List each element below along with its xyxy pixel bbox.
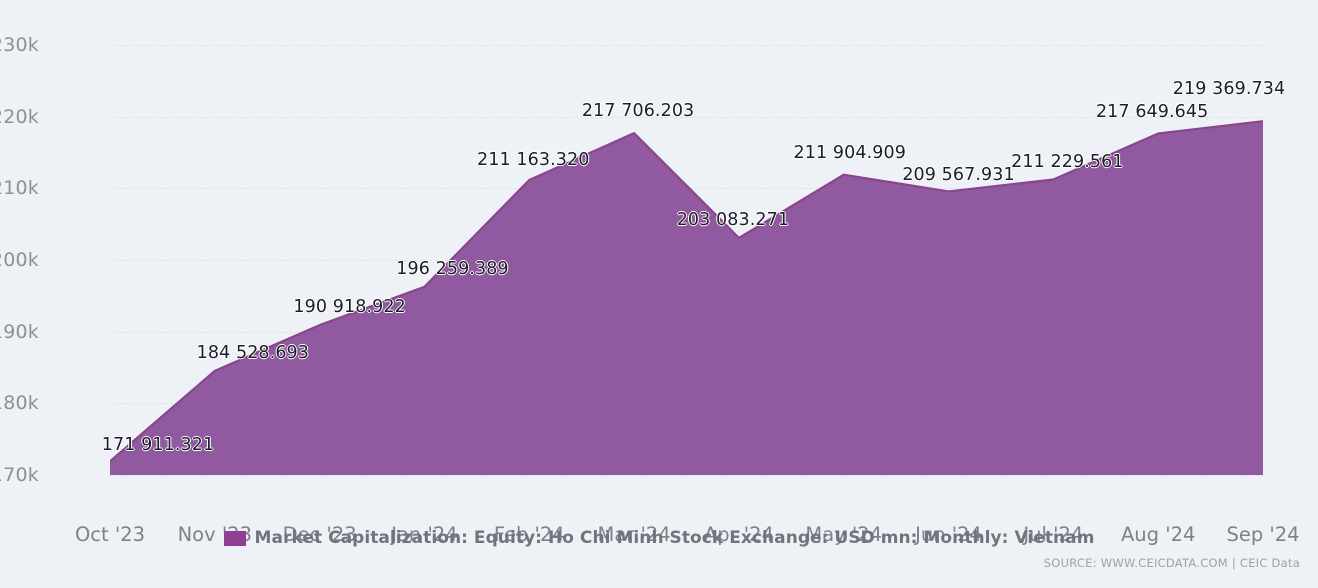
y-axis-tick-label: 210k bbox=[0, 177, 39, 200]
data-point-label: 196 259.389 bbox=[396, 258, 509, 279]
legend-swatch-icon bbox=[223, 530, 246, 546]
x-axis-tick-label: Jun '24 bbox=[915, 523, 982, 546]
data-point-label: 203 083.271 bbox=[676, 209, 790, 230]
data-point-label: 190 918.922 bbox=[293, 297, 406, 318]
x-axis-tick-label: Mar '24 bbox=[597, 523, 671, 546]
source-attribution: SOURCE: WWW.CEICDATA.COM | CEIC Data bbox=[1043, 556, 1300, 570]
x-axis-tick-label: Aug '24 bbox=[1120, 523, 1196, 546]
gridline bbox=[110, 475, 1263, 476]
gridline bbox=[110, 45, 1263, 46]
data-point-label: 217 649.645 bbox=[1095, 101, 1209, 122]
x-axis-tick-label: Feb '24 bbox=[493, 523, 565, 546]
data-point-label: 211 904.909 bbox=[793, 142, 906, 163]
data-point-label: 211 163.320 bbox=[477, 149, 590, 170]
area-series bbox=[110, 120, 1263, 475]
data-point-label: 171 911.321 bbox=[101, 435, 215, 456]
gridline bbox=[110, 116, 1263, 118]
data-point-label: 219 369.734 bbox=[1172, 79, 1286, 100]
x-axis-tick-label: Jul '24 bbox=[1023, 523, 1084, 546]
data-point-label: 209 567.931 bbox=[902, 165, 1015, 186]
data-point-label: 217 706.203 bbox=[581, 101, 695, 122]
x-axis-tick-label: Oct '23 bbox=[74, 523, 146, 546]
y-axis-tick-label: 200k bbox=[0, 249, 39, 271]
y-axis-tick-label: 190k bbox=[0, 320, 39, 343]
area-fill bbox=[110, 121, 1263, 475]
legend[interactable]: Market Capitalization: Equity: Ho Chi Mi… bbox=[0, 528, 1318, 548]
x-axis-tick-label: May '24 bbox=[805, 523, 883, 546]
area-stroke-line bbox=[110, 120, 1263, 463]
x-axis-tick-label: Sep '24 bbox=[1226, 523, 1300, 546]
y-axis-tick-label: 170k bbox=[0, 464, 39, 486]
data-point-label: 184 528.693 bbox=[196, 342, 310, 363]
x-axis-tick-label: Apr '24 bbox=[703, 523, 774, 546]
y-axis-tick-label: 230k bbox=[0, 34, 39, 56]
legend-item-label: Market Capitalization: Equity: Ho Chi Mi… bbox=[254, 528, 1095, 548]
x-axis-tick-label: Jan '24 bbox=[391, 523, 458, 546]
data-point-label: 211 229.561 bbox=[1011, 151, 1124, 172]
plot-area: 170k 180k 190k 200k 210k 220k 230k 171 911.321… bbox=[0, 34, 1300, 546]
y-axis-tick-label: 220k bbox=[0, 105, 39, 128]
x-axis-tick-label: Dec '23 bbox=[282, 523, 357, 546]
y-axis-tick-label: 180k bbox=[0, 392, 39, 415]
